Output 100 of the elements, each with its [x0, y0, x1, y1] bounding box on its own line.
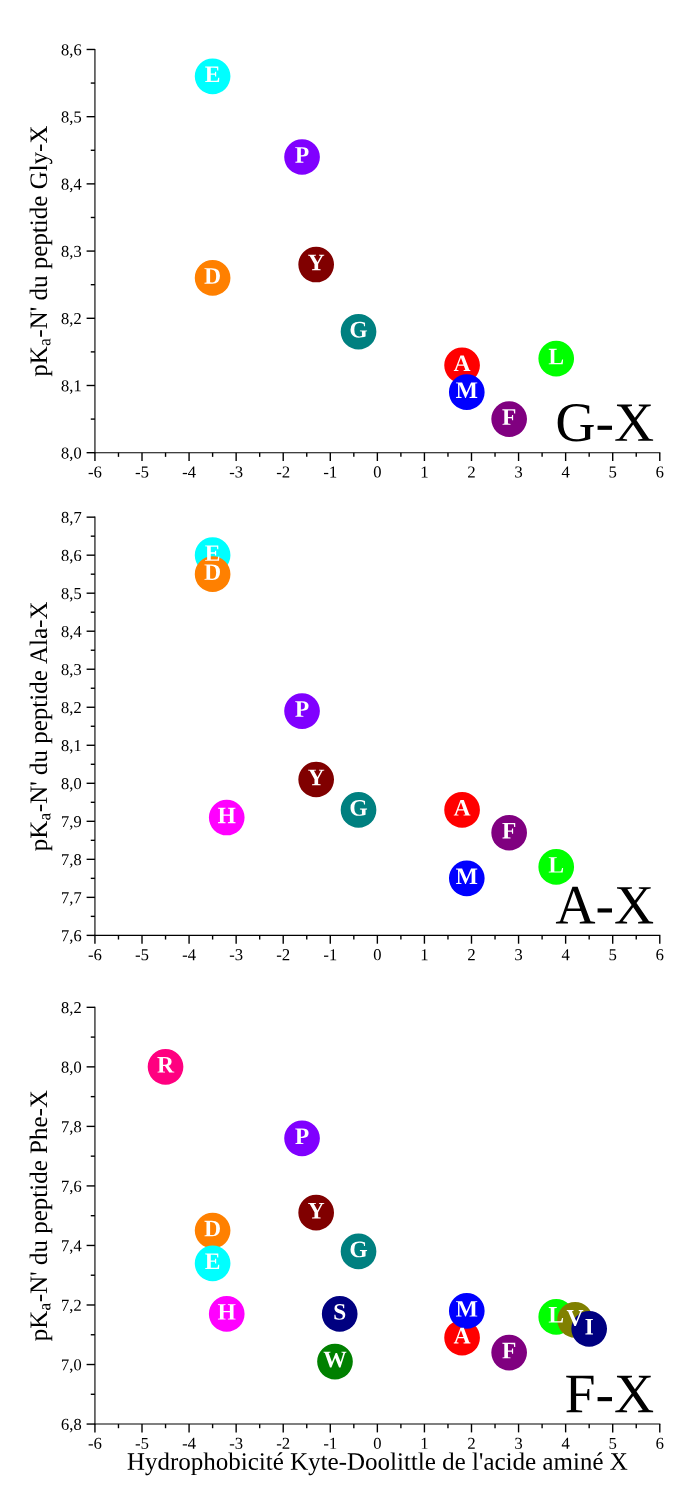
series-label: G: [350, 321, 368, 338]
y-tick-label: 7,6: [62, 930, 82, 944]
x-tick-label: 3: [515, 1437, 523, 1449]
y-tick-label: 8,7: [61, 511, 82, 526]
series-label: M: [456, 382, 478, 398]
y-tick-label: 8,2: [61, 312, 81, 327]
x-tick-label: 0: [373, 1437, 381, 1449]
x-tick-label: 3: [515, 949, 523, 961]
x-tick-label: -3: [229, 949, 243, 961]
x-tick-label: -6: [88, 949, 102, 961]
x-tick-label: -6: [88, 466, 102, 478]
series-label: Y: [308, 1202, 325, 1219]
x-tick-label: -2: [276, 1437, 290, 1449]
y-tick-label: 8,3: [61, 663, 82, 678]
x-tick-label: -1: [323, 949, 337, 961]
series-label: W: [323, 1351, 347, 1368]
x-tick-label: 6: [656, 466, 664, 478]
x-tick-label: 1: [421, 1437, 428, 1449]
x-tick-label: 3: [515, 466, 523, 478]
annotation: A-X: [555, 886, 654, 924]
y-tick-label: 8,4: [61, 625, 82, 640]
x-tick-label: -6: [88, 1437, 102, 1449]
x-tick-label: 1: [421, 466, 428, 478]
series-label: H: [217, 1304, 236, 1320]
series-label: A: [453, 1327, 471, 1344]
y-axis-title: pK$_{a}$-N' du peptide Gly-X: [29, 125, 53, 377]
y-tick-label: 7,4: [62, 1240, 82, 1254]
y-tick-label: 7,9: [62, 816, 82, 830]
y-tick-label: 7,2: [62, 1299, 81, 1314]
x-tick-label: -3: [229, 1437, 243, 1449]
annotation: G-X: [557, 404, 654, 442]
x-tick-label: -3: [229, 466, 243, 478]
y-tick-label: 7,8: [62, 1121, 82, 1135]
x-tick-label: 5: [609, 466, 617, 478]
x-tick-label: -1: [323, 466, 337, 478]
y-tick-label: 8,5: [61, 587, 82, 602]
series-label: D: [204, 1220, 220, 1237]
series-label: I: [585, 1319, 593, 1335]
y-tick-label: 8,2: [61, 701, 81, 716]
x-tick-label: 0: [373, 466, 381, 478]
series-label: F: [502, 1342, 516, 1359]
x-tick-label: 6: [656, 949, 664, 961]
series-label: A: [453, 800, 471, 816]
annotation: F-X: [566, 1375, 654, 1413]
y-tick-label: 8,6: [61, 44, 82, 58]
series-label: F: [502, 822, 516, 839]
x-tick-label: 2: [468, 466, 475, 478]
y-tick-label: 8,5: [61, 111, 82, 126]
y-tick-label: 7,6: [62, 1180, 82, 1195]
series-label: F: [502, 409, 516, 425]
series-label: S: [334, 1303, 346, 1320]
series-label: Y: [308, 254, 325, 271]
series-label: R: [157, 1057, 175, 1073]
series-label: E: [205, 66, 220, 83]
y-tick-label: 8,4: [61, 178, 82, 193]
series-label: L: [548, 1307, 564, 1323]
y-tick-label: 8,0: [61, 1061, 82, 1076]
x-tick-label: 5: [609, 1437, 617, 1449]
y-tick-label: 7,7: [62, 892, 82, 906]
x-axis-title: Hydrophobicité Kyte-Doolittle de l'acide aminé X: [127, 1452, 628, 1476]
x-tick-label: -5: [135, 949, 149, 961]
series-label: L: [548, 348, 564, 365]
y-tick-label: 6,8: [61, 1418, 82, 1433]
series-label: E: [205, 1253, 220, 1269]
x-tick-label: 1: [421, 949, 428, 961]
x-tick-label: -5: [135, 1437, 149, 1449]
x-tick-label: -4: [182, 1437, 196, 1449]
series-label: P: [295, 147, 309, 163]
x-tick-label: -2: [276, 466, 290, 478]
y-tick-label: 8,0: [61, 777, 82, 792]
y-tick-label: 8,6: [61, 549, 82, 564]
x-tick-label: 0: [373, 949, 381, 961]
y-tick-label: 8,1: [61, 739, 81, 754]
x-tick-label: -5: [135, 466, 149, 478]
x-tick-label: 4: [561, 949, 570, 961]
series-label: P: [295, 1128, 309, 1144]
x-tick-label: 2: [468, 1437, 475, 1449]
series-label: D: [204, 564, 220, 580]
series-label: H: [217, 807, 236, 824]
series-label: G: [350, 799, 368, 816]
x-tick-label: 4: [561, 1437, 570, 1449]
series-label: V: [566, 1310, 584, 1326]
x-tick-label: 5: [609, 949, 617, 961]
y-tick-label: 8,2: [61, 1002, 81, 1016]
x-tick-label: -1: [323, 1437, 337, 1449]
series-label: M: [456, 1301, 478, 1317]
y-axis-title: pK$_{a}$-N' du peptide Ala-X: [29, 601, 53, 851]
series-label: A: [453, 355, 471, 372]
x-tick-label: -2: [276, 949, 290, 961]
y-tick-label: 7,8: [62, 854, 82, 868]
y-axis-title: pK$_{a}$-N' du peptide Phe-X: [29, 1090, 53, 1341]
x-tick-label: 6: [656, 1437, 664, 1449]
x-tick-label: 2: [468, 949, 475, 961]
x-tick-label: 4: [561, 466, 570, 478]
x-tick-label: -4: [182, 466, 196, 478]
series-label: P: [295, 701, 309, 717]
y-tick-label: 8,0: [61, 447, 82, 462]
series-label: M: [456, 868, 478, 885]
series-label: L: [548, 857, 564, 873]
series-label: D: [204, 268, 220, 284]
